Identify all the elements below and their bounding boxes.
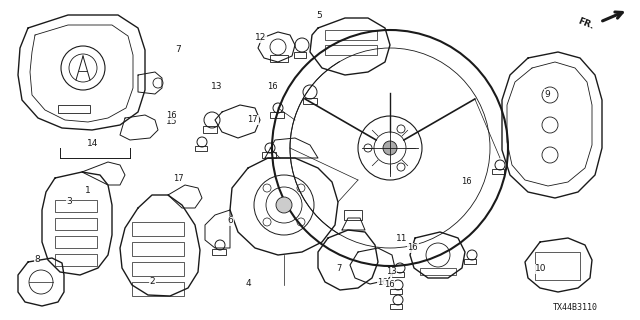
Bar bbox=[303, 98, 317, 104]
Text: 16: 16 bbox=[267, 82, 277, 91]
Bar bbox=[132, 282, 184, 296]
Bar bbox=[132, 242, 184, 256]
Bar bbox=[535, 252, 580, 280]
Bar bbox=[212, 249, 226, 255]
Text: 6: 6 bbox=[228, 216, 233, 225]
Bar bbox=[55, 254, 97, 266]
Bar bbox=[344, 210, 362, 220]
Bar bbox=[203, 126, 217, 133]
Text: 7: 7 bbox=[337, 264, 342, 273]
Text: TX44B3110: TX44B3110 bbox=[552, 303, 598, 312]
Bar bbox=[420, 268, 456, 275]
Text: 16: 16 bbox=[166, 111, 177, 120]
Text: 16: 16 bbox=[378, 278, 388, 287]
Bar bbox=[325, 30, 377, 40]
Text: 2: 2 bbox=[150, 277, 155, 286]
Bar bbox=[55, 200, 97, 212]
Text: 7: 7 bbox=[175, 45, 180, 54]
Text: 14: 14 bbox=[87, 140, 99, 148]
Text: 8: 8 bbox=[35, 255, 40, 264]
Text: 1: 1 bbox=[86, 186, 91, 195]
Bar bbox=[270, 112, 284, 118]
Text: 10: 10 bbox=[535, 264, 547, 273]
Text: 9: 9 bbox=[545, 90, 550, 99]
Text: 15: 15 bbox=[166, 117, 177, 126]
Bar bbox=[325, 45, 377, 55]
Bar bbox=[392, 272, 404, 277]
Bar bbox=[262, 152, 276, 158]
Bar bbox=[390, 304, 402, 309]
Text: 11: 11 bbox=[396, 234, 408, 243]
Text: 5: 5 bbox=[316, 11, 321, 20]
Text: 17: 17 bbox=[173, 174, 183, 183]
Text: 13: 13 bbox=[387, 268, 397, 276]
Bar bbox=[492, 169, 504, 174]
Bar bbox=[132, 262, 184, 276]
Text: 16: 16 bbox=[384, 280, 394, 289]
Bar bbox=[132, 222, 184, 236]
Text: 4: 4 bbox=[246, 279, 251, 288]
Text: 12: 12 bbox=[255, 33, 267, 42]
Bar bbox=[195, 146, 207, 151]
Text: FR.: FR. bbox=[577, 17, 595, 31]
Bar bbox=[294, 52, 306, 58]
Bar bbox=[464, 259, 476, 264]
Bar bbox=[58, 105, 90, 113]
Circle shape bbox=[276, 197, 292, 213]
Bar bbox=[390, 289, 402, 294]
Bar bbox=[55, 236, 97, 248]
Text: 16: 16 bbox=[408, 244, 418, 252]
Text: 16: 16 bbox=[461, 177, 471, 186]
Bar bbox=[55, 218, 97, 230]
Text: 3: 3 bbox=[67, 197, 72, 206]
Text: 17: 17 bbox=[248, 116, 258, 124]
Circle shape bbox=[383, 141, 397, 155]
Bar bbox=[270, 55, 288, 62]
Text: 13: 13 bbox=[211, 82, 222, 91]
